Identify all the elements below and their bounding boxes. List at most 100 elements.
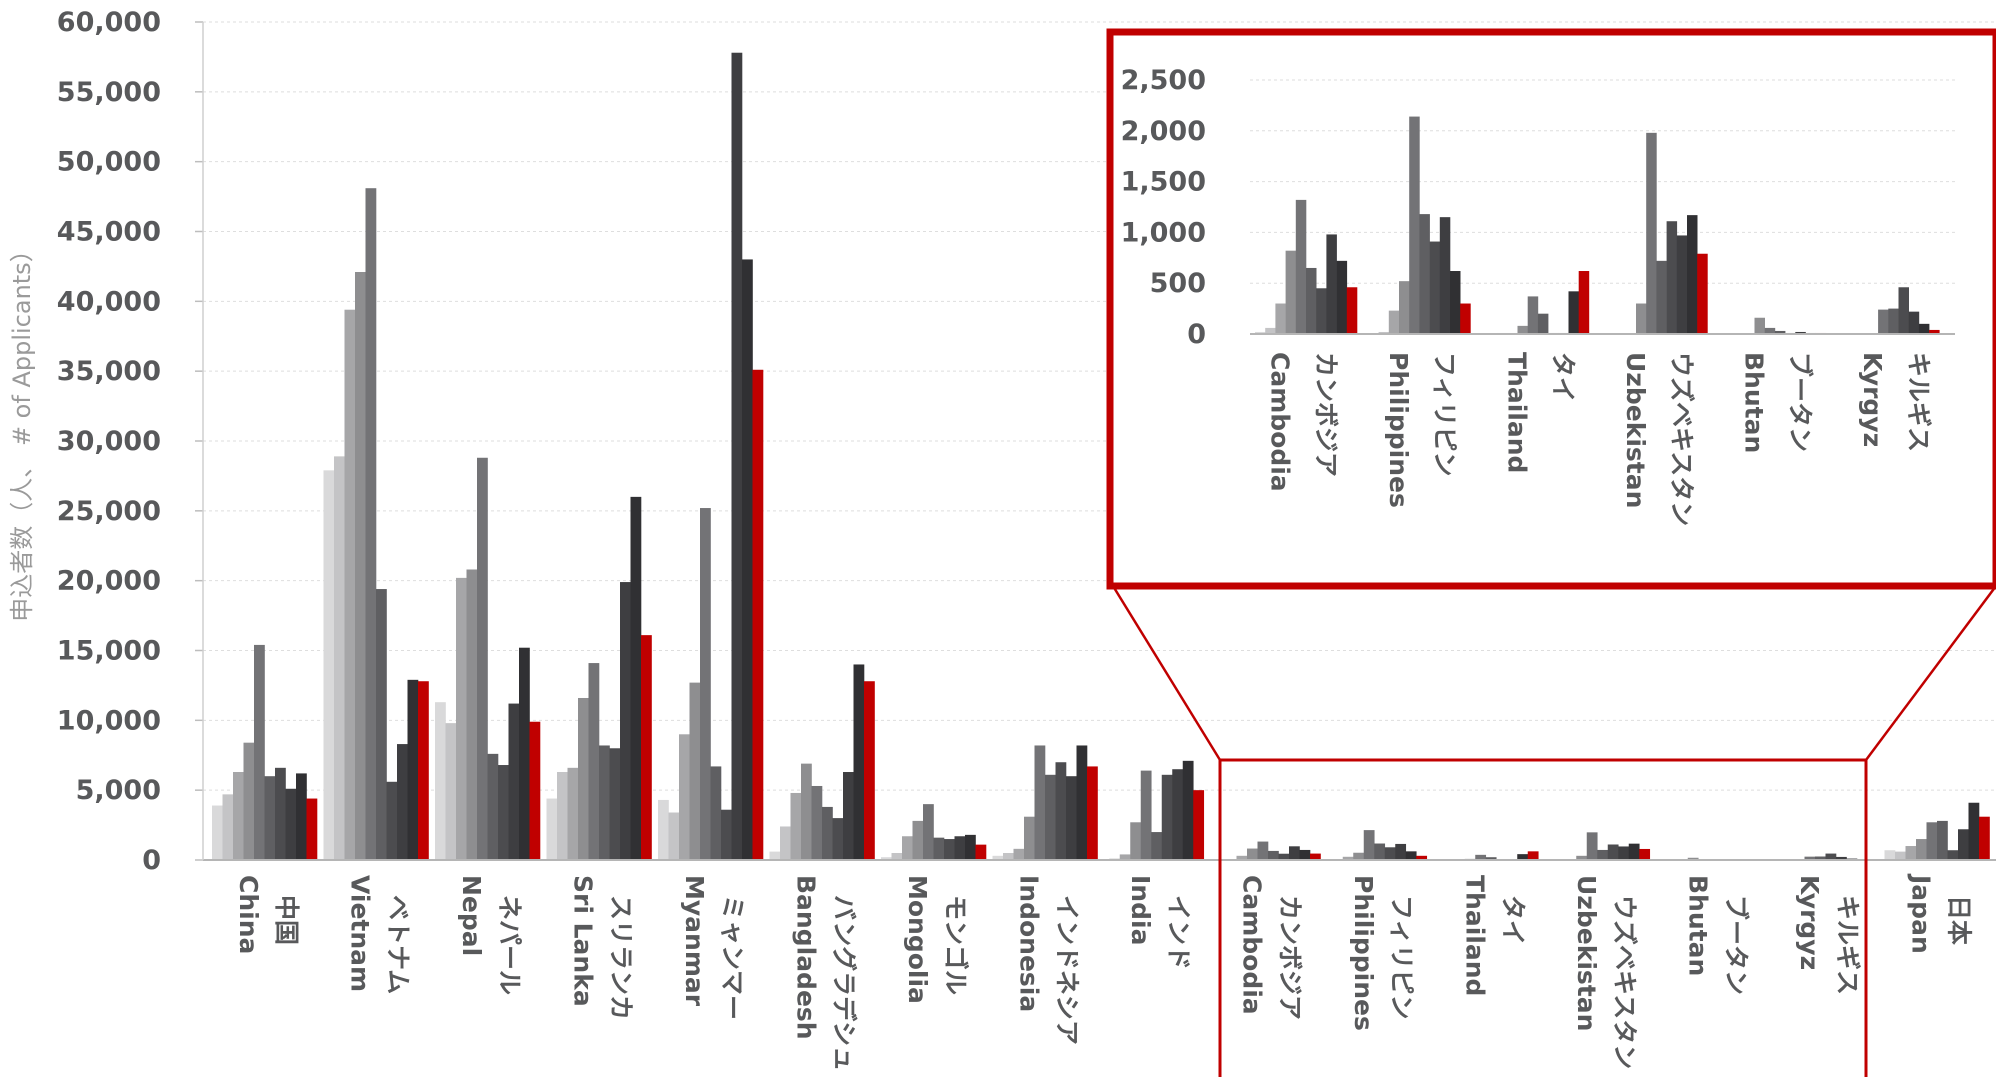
- bar-philippines-7: [1395, 843, 1407, 860]
- zoom-highlight-box: [1218, 758, 1868, 1077]
- bar-china-3: [233, 772, 244, 860]
- inset-bar-philippines-3: [1399, 281, 1410, 334]
- inset-y-tick-label: 1,500: [1121, 167, 1206, 198]
- bar-japan-9: [1968, 802, 1980, 860]
- category-label-ja: ネパール: [495, 895, 524, 995]
- bar-nepal-6: [487, 753, 499, 860]
- bar-indonesia-1: [992, 855, 1004, 860]
- category-label-en: Philippines: [1349, 875, 1378, 1031]
- bar-mongolia-5: [923, 804, 934, 860]
- inset-bar-uzbekistan-9: [1697, 253, 1708, 334]
- inset-y-tick-label: 500: [1150, 268, 1206, 299]
- bar-indonesia-6: [1045, 774, 1056, 860]
- bar-nepal-7: [498, 765, 509, 860]
- bar-mongolia-2: [891, 853, 903, 860]
- bar-india-9: [1193, 790, 1205, 860]
- bar-sri-lanka-10: [641, 635, 652, 860]
- y-tick-label: 60,000: [57, 7, 161, 38]
- bar-bangladesh-2: [780, 826, 791, 860]
- bar-indonesia-4: [1024, 816, 1035, 860]
- bar-china-4: [243, 742, 255, 860]
- category-label-en: Mongolia: [903, 875, 932, 1004]
- inset-bar-thailand-9: [1578, 271, 1590, 334]
- bar-uzbekistan-8: [1628, 843, 1640, 860]
- bar-myanmar-4: [689, 682, 701, 860]
- bar-philippines-4: [1363, 830, 1375, 860]
- bar-philippines-2: [1342, 856, 1354, 860]
- bar-bangladesh-3: [790, 792, 802, 860]
- y-tick-label: 0: [142, 845, 161, 876]
- category-label-ja: スリランカ: [607, 895, 636, 1020]
- bar-myanmar-10: [752, 369, 764, 860]
- bar-sri-lanka-3: [567, 767, 579, 860]
- bar-bangladesh-8: [843, 772, 854, 860]
- inset-category-label-en: Kyrgyz: [1858, 352, 1887, 447]
- bar-uzbekistan-7: [1618, 846, 1630, 860]
- category-label-ja: ブータン: [1722, 895, 1751, 995]
- bar-india-5: [1151, 832, 1163, 860]
- bar-india-6: [1161, 774, 1173, 860]
- inset-bar-cambodia-4: [1285, 250, 1297, 334]
- inset-bar-kyrgyz-4: [1888, 308, 1899, 334]
- bar-uzbekistan-6: [1607, 844, 1619, 860]
- bar-nepal-10: [529, 721, 541, 860]
- bar-china-5: [254, 644, 265, 860]
- bar-sri-lanka-2: [557, 772, 568, 860]
- bar-vietnam-3: [344, 309, 356, 860]
- inset-category-label-ja: カンボジア: [1312, 352, 1341, 477]
- bar-bangladesh-6: [822, 806, 833, 860]
- y-tick-label: 55,000: [57, 77, 161, 108]
- inset-category-labels: Cambodia カンボジア Philippines フィリピン Thailand タイ U…: [1266, 352, 1934, 526]
- bar-bangladesh-4: [801, 763, 812, 860]
- inset-bar-uzbekistan-8: [1687, 215, 1698, 334]
- y-tick-label: 5,000: [76, 775, 161, 806]
- bar-china-2: [222, 794, 234, 860]
- bar-japan-10: [1979, 816, 1990, 860]
- bar-vietnam-2: [334, 456, 345, 860]
- y-tick-label: 25,000: [57, 496, 161, 527]
- bar-india-3: [1130, 822, 1142, 860]
- category-label-en: Thailand: [1461, 875, 1490, 996]
- inset-bar-kyrgyz-7: [1918, 323, 1930, 334]
- bar-sri-lanka-7: [609, 748, 621, 860]
- category-label-en: Sri Lanka: [569, 875, 598, 1007]
- bar-bangladesh-1: [769, 851, 781, 860]
- bar-philippines-6: [1384, 847, 1396, 860]
- bar-mongolia-10: [975, 844, 987, 860]
- bar-thailand-8: [1517, 854, 1529, 860]
- bar-thailand-9: [1527, 851, 1539, 860]
- category-label-en: Cambodia: [1238, 875, 1267, 1015]
- bar-japan-4: [1916, 839, 1927, 860]
- bar-japan-7: [1947, 850, 1959, 860]
- main-category-labels: China 中国 Vietnam ベトナム Nepal ネパール Sri Lanka スリラン…: [234, 873, 1974, 1071]
- bar-thailand-5: [1485, 857, 1497, 860]
- bar-myanmar-7: [721, 809, 732, 860]
- zoom-connector-right: [1864, 585, 1996, 761]
- bar-vietnam-8: [397, 744, 408, 860]
- main-y-tick-labels: 0 5,000 10,000 15,000 20,000 25,000 30,000 35,0…: [57, 7, 161, 876]
- bar-mongolia-4: [912, 820, 924, 860]
- category-label-en: Bangladesh: [792, 875, 821, 1040]
- category-label-en: Uzbekistan: [1572, 875, 1601, 1031]
- bar-nepal-9: [519, 647, 530, 860]
- bar-cambodia-3: [1236, 855, 1248, 860]
- bar-indonesia-7: [1055, 762, 1067, 860]
- bar-china-1: [212, 805, 223, 860]
- bar-indonesia-3: [1013, 848, 1025, 860]
- bar-philippines-5: [1374, 843, 1386, 860]
- inset-category-label-en: Cambodia: [1266, 352, 1295, 492]
- bar-mongolia-6: [933, 837, 945, 860]
- bar-uzbekistan-9: [1639, 848, 1651, 860]
- bar-kyrgyz-4: [1815, 856, 1826, 860]
- bar-china-7: [275, 767, 286, 860]
- inset-y-tick-label: 1,000: [1121, 217, 1206, 248]
- bar-myanmar-6: [710, 766, 722, 860]
- bar-indonesia-2: [1003, 853, 1014, 860]
- bar-nepal-3: [456, 577, 467, 860]
- bar-cambodia-5: [1257, 841, 1269, 860]
- bar-nepal-1: [435, 702, 446, 860]
- category-label-en: Japan: [1907, 873, 1936, 954]
- bar-bhutan-3: [1687, 857, 1699, 860]
- bar-mongolia-3: [902, 836, 913, 860]
- bar-uzbekistan-5: [1597, 849, 1609, 860]
